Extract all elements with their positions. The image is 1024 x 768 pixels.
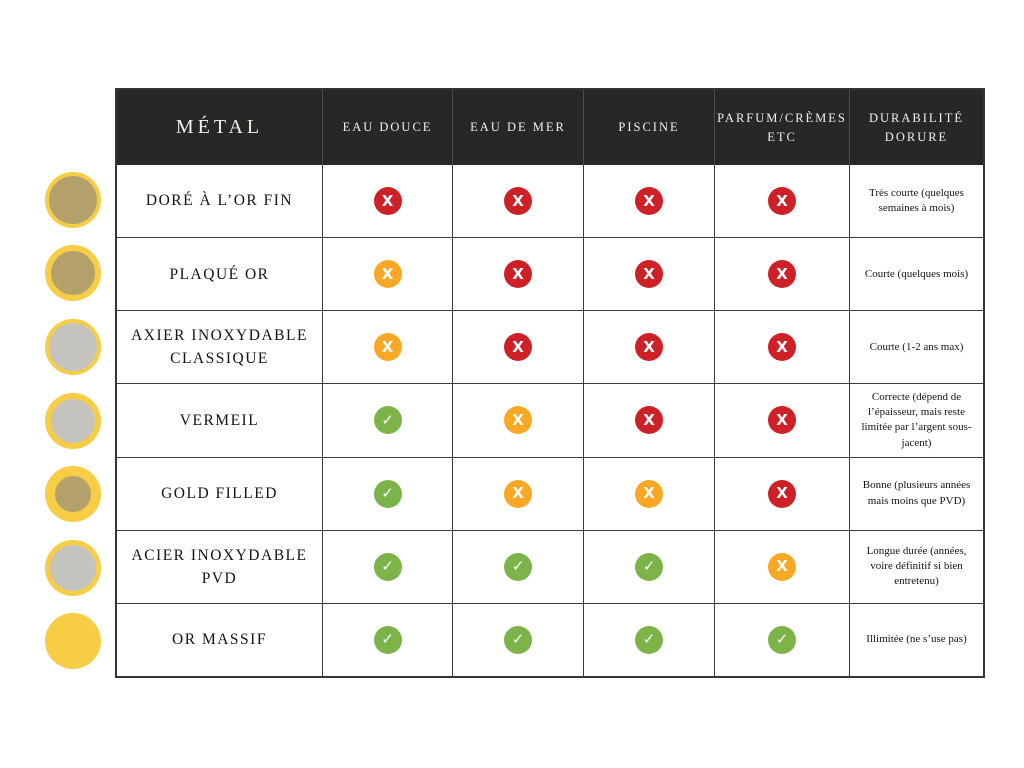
durability-cell: Courte (1-2 ans max) bbox=[850, 311, 983, 384]
cross-circle-icon: X bbox=[768, 406, 796, 435]
cross-circle-icon: X bbox=[768, 260, 796, 289]
durability-cell: Longue durée (années, voire définitif si… bbox=[850, 530, 983, 603]
cross-circle-icon: X bbox=[635, 260, 663, 289]
status-cell: X bbox=[584, 457, 715, 530]
check-circle-icon: ✓ bbox=[373, 625, 402, 654]
metal-swatch-icon bbox=[45, 318, 101, 375]
cross-circle-icon: X bbox=[635, 406, 663, 435]
status-cell: ✓ bbox=[584, 530, 715, 603]
status-cell: ✓ bbox=[323, 603, 453, 676]
metal-name-cell: PLAQUÉ OR bbox=[117, 238, 323, 311]
status-cell: X bbox=[453, 165, 584, 238]
column-header-eau-de-mer: EAU DE MER bbox=[453, 90, 584, 165]
cross-circle-icon: X bbox=[768, 479, 796, 508]
durability-cell: Illimitée (ne s’use pas) bbox=[850, 603, 983, 676]
column-header-eau-douce: EAU DOUCE bbox=[323, 90, 453, 165]
check-circle-icon: ✓ bbox=[504, 552, 532, 581]
cross-circle-icon: X bbox=[768, 187, 796, 216]
metal-name-cell: ACIER INOXYDABLE PVD bbox=[117, 530, 323, 603]
status-cell: ✓ bbox=[584, 603, 715, 676]
cross-circle-icon: X bbox=[373, 260, 402, 289]
column-header-durabilite: DURABILITÉ DORURE bbox=[869, 111, 964, 144]
status-cell: ✓ bbox=[323, 384, 453, 457]
check-circle-icon: ✓ bbox=[373, 479, 402, 508]
metal-swatch-icon bbox=[45, 539, 101, 596]
table-row: ACIER INOXYDABLE PVD ✓ ✓ ✓ X Longue duré… bbox=[117, 530, 983, 604]
cross-circle-icon: X bbox=[635, 187, 663, 216]
table-row: AXIER INOXYDABLE CLASSIQUE X X X X Court… bbox=[117, 311, 983, 385]
cross-circle-icon: X bbox=[504, 479, 532, 508]
cross-circle-icon: X bbox=[504, 333, 532, 362]
check-circle-icon: ✓ bbox=[768, 625, 796, 654]
metal-name-cell: OR MASSIF bbox=[117, 603, 323, 676]
cross-circle-icon: X bbox=[768, 552, 796, 581]
comparison-table: MÉTAL EAU DOUCE EAU DE MER PISCINE PARFU… bbox=[115, 88, 985, 678]
durability-cell: Très courte (quelques semaines à mois) bbox=[850, 165, 983, 238]
status-cell: X bbox=[584, 384, 715, 457]
status-cell: X bbox=[584, 238, 715, 311]
status-cell: X bbox=[715, 384, 850, 457]
status-cell: ✓ bbox=[715, 603, 850, 676]
check-circle-icon: ✓ bbox=[373, 406, 402, 435]
table-header-row: MÉTAL EAU DOUCE EAU DE MER PISCINE PARFU… bbox=[117, 90, 983, 165]
status-cell: X bbox=[323, 238, 453, 311]
table-row: GOLD FILLED ✓ X X X Bonne (plusieurs ann… bbox=[117, 457, 983, 531]
status-cell: X bbox=[453, 238, 584, 311]
cross-circle-icon: X bbox=[635, 333, 663, 362]
cross-circle-icon: X bbox=[373, 333, 402, 362]
metal-name-cell: GOLD FILLED bbox=[117, 457, 323, 530]
status-cell: X bbox=[453, 311, 584, 384]
metal-swatch-column bbox=[45, 163, 101, 678]
durability-cell: Correcte (dépend de l’épaisseur, mais re… bbox=[850, 384, 983, 457]
metal-swatch-icon bbox=[45, 392, 101, 449]
cross-circle-icon: X bbox=[768, 333, 796, 362]
metal-name-cell: VERMEIL bbox=[117, 384, 323, 457]
metal-swatch-icon bbox=[45, 171, 101, 228]
metal-name-cell: AXIER INOXYDABLE CLASSIQUE bbox=[117, 311, 323, 384]
status-cell: X bbox=[453, 457, 584, 530]
cross-circle-icon: X bbox=[504, 406, 532, 435]
table-row: VERMEIL ✓ X X X Correcte (dépend de l’ép… bbox=[117, 384, 983, 458]
cross-circle-icon: X bbox=[504, 260, 532, 289]
check-circle-icon: ✓ bbox=[635, 552, 663, 581]
column-header-piscine: PISCINE bbox=[584, 90, 715, 165]
status-cell: X bbox=[323, 165, 453, 238]
metal-name-cell: DORÉ À L’OR FIN bbox=[117, 165, 323, 238]
table-row: DORÉ À L’OR FIN X X X X Très courte (que… bbox=[117, 165, 983, 239]
status-cell: ✓ bbox=[323, 530, 453, 603]
status-cell: X bbox=[584, 165, 715, 238]
metal-swatch-icon bbox=[45, 613, 101, 670]
cross-circle-icon: X bbox=[635, 479, 663, 508]
durability-cell: Courte (quelques mois) bbox=[850, 238, 983, 311]
table-body: DORÉ À L’OR FIN X X X X Très courte (que… bbox=[117, 165, 983, 676]
column-header-metal: MÉTAL bbox=[117, 90, 323, 165]
status-cell: ✓ bbox=[453, 530, 584, 603]
column-header-parfum-cremes: PARFUM/CRÈMES ETC bbox=[715, 90, 850, 165]
status-cell: X bbox=[453, 384, 584, 457]
status-cell: X bbox=[715, 457, 850, 530]
metal-swatch-icon bbox=[45, 466, 101, 523]
status-cell: X bbox=[323, 311, 453, 384]
status-cell: ✓ bbox=[453, 603, 584, 676]
status-cell: X bbox=[715, 530, 850, 603]
status-cell: X bbox=[715, 311, 850, 384]
status-cell: X bbox=[715, 238, 850, 311]
table-row: OR MASSIF ✓ ✓ ✓ ✓ Illimitée (ne s’use pa… bbox=[117, 603, 983, 676]
cross-circle-icon: X bbox=[504, 187, 532, 216]
status-cell: X bbox=[715, 165, 850, 238]
status-cell: ✓ bbox=[323, 457, 453, 530]
metal-swatch-icon bbox=[45, 245, 101, 302]
check-circle-icon: ✓ bbox=[635, 625, 663, 654]
durability-cell: Bonne (plusieurs années mais moins que P… bbox=[850, 457, 983, 530]
table-row: PLAQUÉ OR X X X X Courte (quelques mois) bbox=[117, 238, 983, 312]
check-circle-icon: ✓ bbox=[373, 552, 402, 581]
check-circle-icon: ✓ bbox=[504, 625, 532, 654]
cross-circle-icon: X bbox=[373, 187, 402, 216]
status-cell: X bbox=[584, 311, 715, 384]
